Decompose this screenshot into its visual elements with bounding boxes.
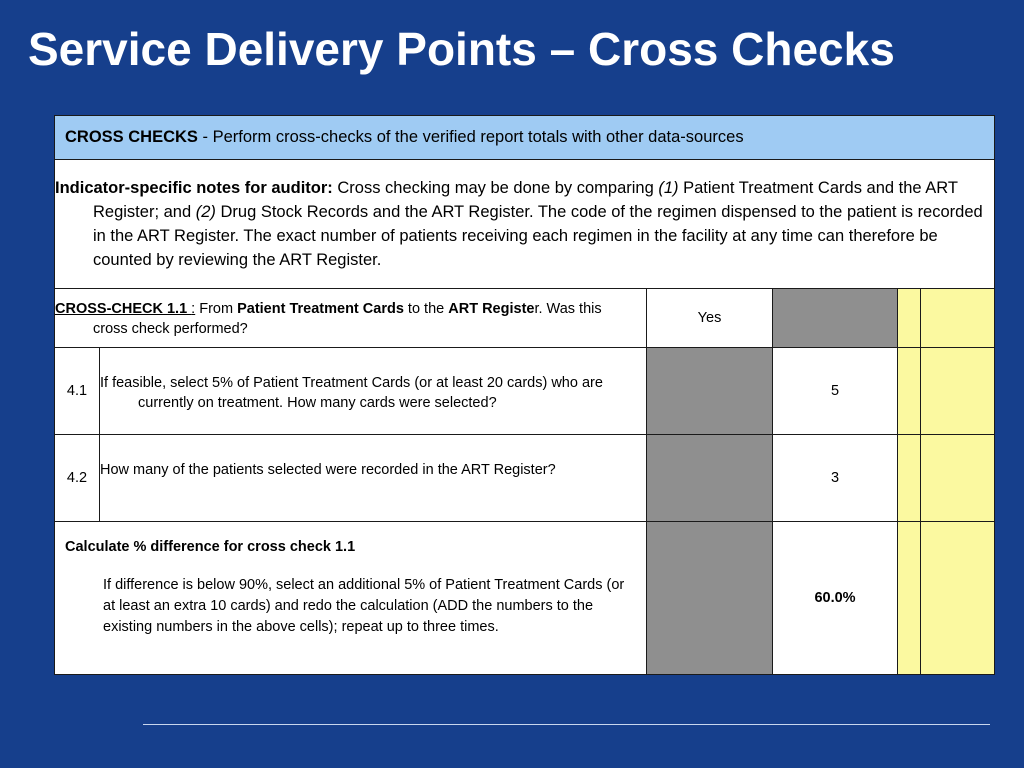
cross-check-target: ART Registe bbox=[448, 301, 535, 317]
value-cell[interactable]: 3 bbox=[772, 434, 898, 522]
cross-check-answer-cell[interactable]: Yes bbox=[646, 288, 773, 348]
yellow-cell[interactable] bbox=[897, 521, 921, 675]
cross-checks-header-cell: CROSS CHECKS - Perform cross-checks of t… bbox=[53, 115, 996, 160]
calculation-result: 60.0% bbox=[814, 590, 856, 606]
question-cell: How many of the patients selected were r… bbox=[99, 434, 647, 522]
table-row: 4.2 How many of the patients selected we… bbox=[54, 434, 996, 522]
cross-checks-header-row: CROSS CHECKS - Perform cross-checks of t… bbox=[53, 115, 996, 160]
value-text: 5 bbox=[830, 383, 840, 399]
table-row: 4.1 If feasible, select 5% of Patient Tr… bbox=[54, 347, 996, 435]
calculation-cell: Calculate % difference for cross check 1… bbox=[54, 521, 647, 675]
row-number: 4.2 bbox=[54, 434, 100, 522]
gray-cell bbox=[646, 521, 773, 675]
calculation-label: Calculate % difference for cross check 1… bbox=[65, 539, 356, 555]
cross-checks-table: CROSS CHECKS - Perform cross-checks of t… bbox=[53, 115, 996, 675]
calculation-instructions: If difference is below 90%, select an ad… bbox=[103, 577, 625, 635]
auditor-notes-marker-2: (2) bbox=[195, 203, 216, 221]
calculation-row: Calculate % difference for cross check 1… bbox=[54, 521, 996, 675]
yellow-cell[interactable] bbox=[919, 521, 996, 675]
cross-check-colon: : bbox=[191, 301, 196, 317]
auditor-notes-marker-1: (1) bbox=[658, 179, 679, 197]
row-number: 4.1 bbox=[54, 347, 100, 435]
yellow-cell[interactable] bbox=[897, 347, 921, 435]
slide-title: Service Delivery Points – Cross Checks bbox=[28, 23, 895, 75]
cross-check-label: CROSS-CHECK 1.1 bbox=[55, 301, 192, 317]
question-text: If feasible, select 5% of Patient Treatm… bbox=[100, 375, 603, 411]
auditor-notes-text-1: Cross checking may be done by comparing bbox=[332, 179, 659, 197]
value-text: 3 bbox=[830, 470, 840, 486]
question-cell: If feasible, select 5% of Patient Treatm… bbox=[99, 347, 647, 435]
cross-check-to: to the bbox=[403, 301, 449, 317]
yellow-cell[interactable] bbox=[919, 434, 996, 522]
cross-checks-description: - Perform cross-checks of the verified r… bbox=[197, 128, 744, 146]
question-text: How many of the patients selected were r… bbox=[100, 462, 556, 478]
cross-check-answer: Yes bbox=[697, 310, 722, 326]
cross-check-question: r. Was this cross check performed? bbox=[93, 301, 602, 337]
gray-cell bbox=[646, 347, 773, 435]
auditor-notes-row: Indicator-specific notes for auditor: Cr… bbox=[53, 159, 996, 289]
auditor-notes-label: Indicator-specific notes for auditor: bbox=[55, 179, 333, 197]
auditor-notes-text-2: Patient Treatment Cards and the ART Regi… bbox=[93, 179, 958, 221]
yellow-cell[interactable] bbox=[897, 288, 921, 348]
cross-check-question-cell: CROSS-CHECK 1.1 : From Patient Treatment… bbox=[54, 288, 647, 348]
value-cell[interactable]: 5 bbox=[772, 347, 898, 435]
yellow-cell[interactable] bbox=[897, 434, 921, 522]
footer-divider bbox=[143, 724, 990, 725]
yellow-cell[interactable] bbox=[919, 288, 996, 348]
cross-checks-label: CROSS CHECKS bbox=[65, 128, 198, 146]
cross-check-source: Patient Treatment Cards bbox=[237, 301, 404, 317]
yellow-cell[interactable] bbox=[919, 347, 996, 435]
auditor-notes-cell: Indicator-specific notes for auditor: Cr… bbox=[53, 159, 996, 289]
auditor-notes-text-3: Drug Stock Records and the ART Register.… bbox=[93, 203, 983, 269]
cross-check-from: From bbox=[195, 301, 238, 317]
gray-cell bbox=[772, 288, 898, 348]
gray-cell bbox=[646, 434, 773, 522]
calculation-result-cell: 60.0% bbox=[772, 521, 898, 675]
cross-check-row: CROSS-CHECK 1.1 : From Patient Treatment… bbox=[54, 288, 996, 348]
